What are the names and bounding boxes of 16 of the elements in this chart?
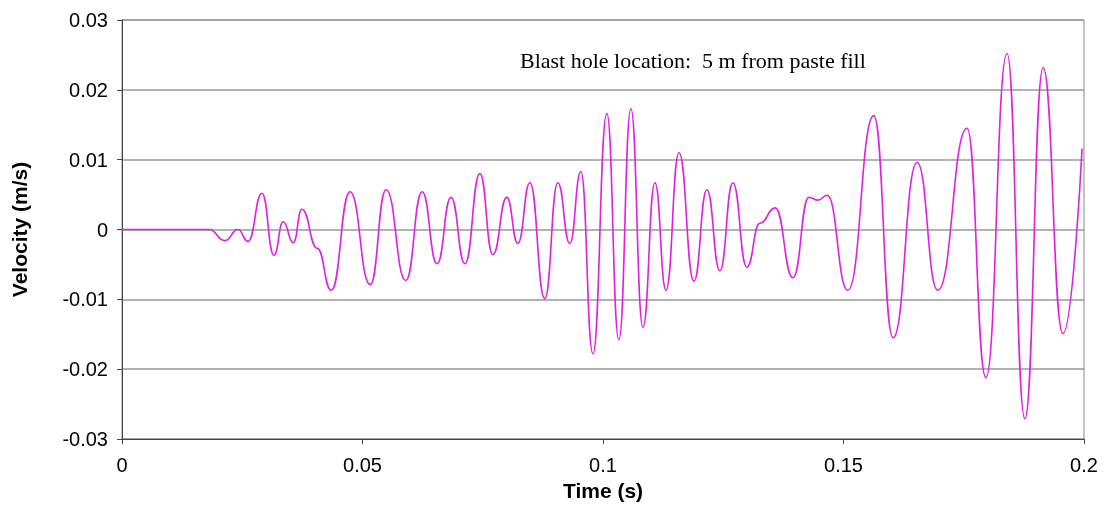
y-tick-label: -0.01 — [62, 288, 108, 311]
x-tick-label: 0.2 — [1070, 454, 1098, 476]
x-axis-title: Time (s) — [562, 478, 644, 502]
y-tick-label: 0.01 — [69, 148, 108, 171]
line-series — [121, 52, 1083, 420]
x-tick-label: 0.15 — [824, 454, 863, 476]
y-axis-title: Velocity (m/s) — [8, 161, 31, 298]
y-tick-label: 0 — [96, 218, 108, 241]
x-tick-label: 0.05 — [343, 454, 382, 476]
x-tick-label: 0.1 — [589, 454, 617, 476]
x-tick-label: 0 — [116, 454, 128, 476]
y-tick-label: 0.02 — [69, 78, 108, 101]
y-tick-label: -0.03 — [62, 428, 108, 450]
annotation: Blast hole location: 5 m from paste fill — [520, 47, 866, 73]
y-tick-label: 0.03 — [69, 9, 108, 31]
y-tick-label: -0.02 — [62, 358, 108, 381]
